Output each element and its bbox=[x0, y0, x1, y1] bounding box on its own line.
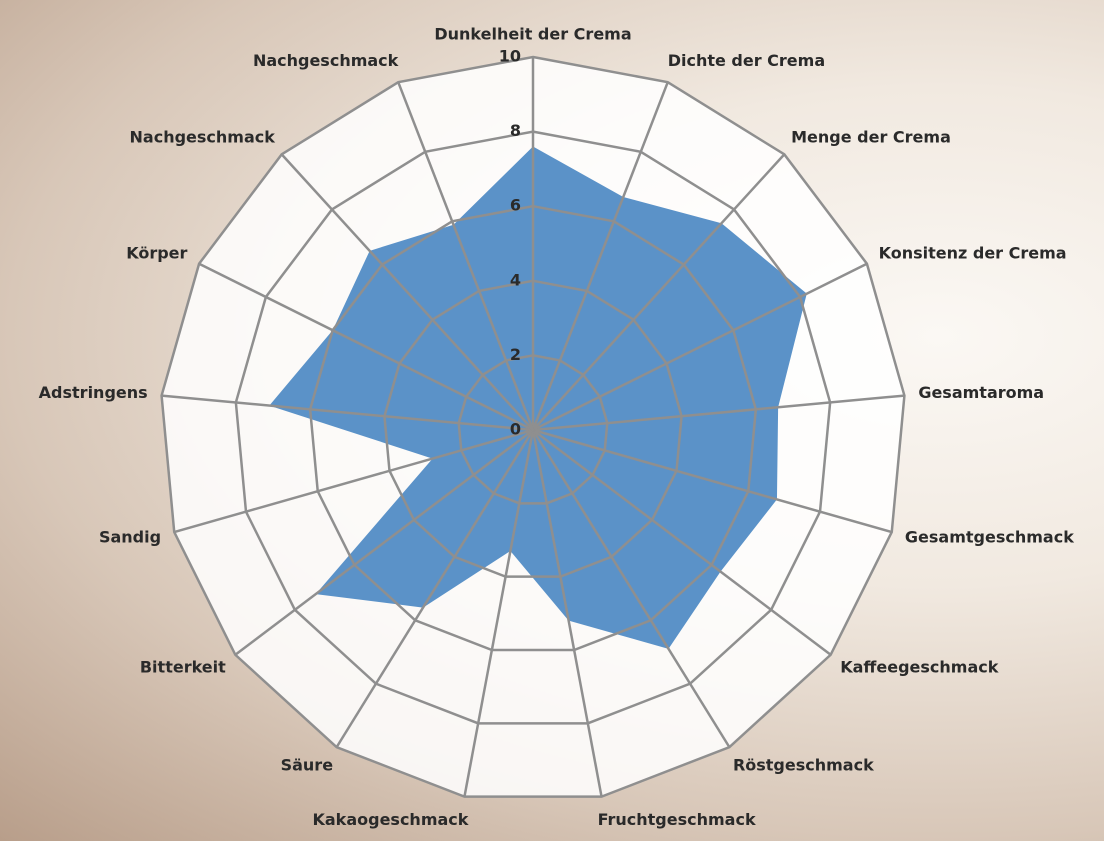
category-label: Konsitenz der Crema bbox=[879, 243, 1067, 262]
category-label: Menge der Crema bbox=[791, 128, 951, 147]
category-label: Nachgeschmack bbox=[253, 51, 399, 70]
category-label: Körper bbox=[126, 243, 187, 262]
category-label: Adstringens bbox=[39, 383, 148, 402]
r-tick-label: 4 bbox=[510, 270, 521, 289]
category-label: Dunkelheit der Crema bbox=[434, 25, 631, 44]
category-label: Dichte der Crema bbox=[668, 51, 825, 70]
category-label: Sandig bbox=[99, 528, 161, 547]
r-tick-label: 8 bbox=[510, 121, 521, 140]
category-label: Röstgeschmack bbox=[733, 755, 874, 774]
category-label: Nachgeschmack bbox=[130, 128, 276, 147]
category-label: Bitterkeit bbox=[140, 658, 226, 677]
r-tick-label: 10 bbox=[499, 47, 521, 66]
r-tick-label: 2 bbox=[510, 345, 521, 364]
category-label: Gesamtaroma bbox=[918, 383, 1044, 402]
r-tick-label: 6 bbox=[510, 196, 521, 215]
category-label: Fruchtgeschmack bbox=[598, 810, 756, 829]
category-label: Gesamtgeschmack bbox=[905, 528, 1074, 547]
page: 0 2 4 6 8 10 Dunkelheit der Crema Dichte der Cr… bbox=[0, 0, 1104, 841]
category-label: Kakaogeschmack bbox=[312, 810, 468, 829]
r-tick-label: 0 bbox=[510, 420, 521, 439]
chart: 0 2 4 6 8 10 Dunkelheit der Crema Dichte der Cr… bbox=[0, 0, 1104, 841]
category-label: Kaffeegeschmack bbox=[840, 658, 999, 677]
category-label: Säure bbox=[281, 755, 334, 774]
